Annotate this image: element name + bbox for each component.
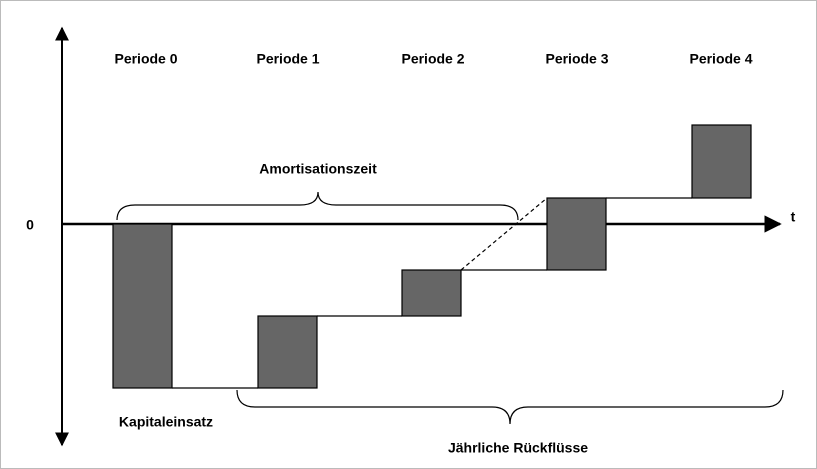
bar xyxy=(257,315,318,389)
bars xyxy=(112,124,752,389)
zero-label: 0 xyxy=(26,217,34,233)
bar xyxy=(691,124,752,199)
period-label: Periode 0 xyxy=(114,51,177,67)
period-label: Periode 1 xyxy=(256,51,319,67)
brace-top xyxy=(116,191,519,221)
bar xyxy=(546,197,607,271)
t-label: t xyxy=(791,209,796,225)
period-label: Periode 2 xyxy=(401,51,464,67)
connectors xyxy=(172,197,692,389)
period-label: Periode 3 xyxy=(545,51,608,67)
brace-top-label: Amortisationszeit xyxy=(259,161,377,177)
bar xyxy=(112,223,173,389)
period-label: Periode 4 xyxy=(689,51,752,67)
brace-bottom xyxy=(236,389,784,425)
investment-label: Kapitaleinsatz xyxy=(119,414,213,430)
brace-bottom-label: Jährliche Rückflüsse xyxy=(448,440,588,456)
bar xyxy=(401,269,462,317)
